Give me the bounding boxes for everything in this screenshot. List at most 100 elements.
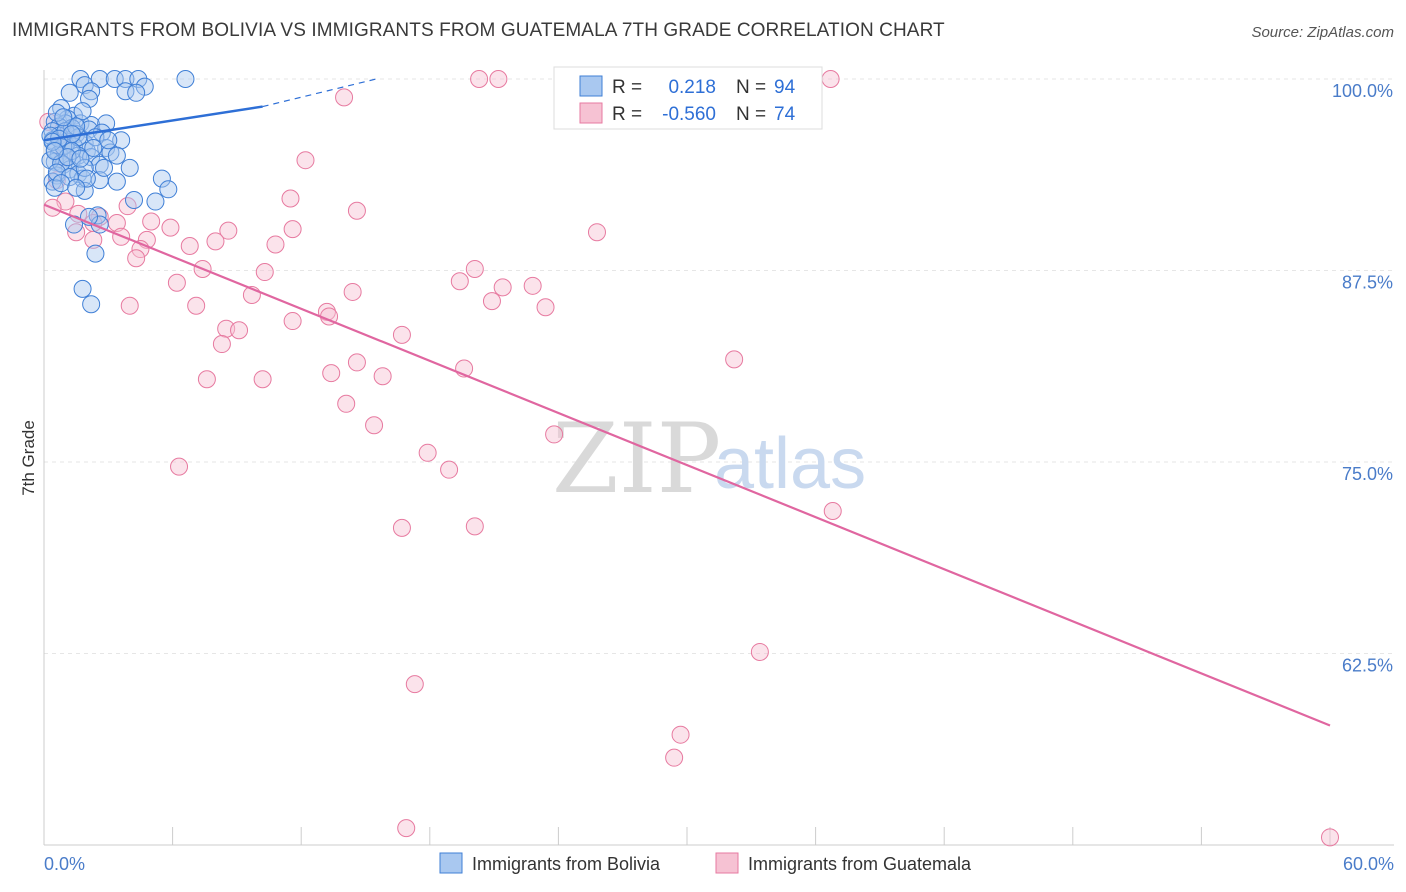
- bolivia-point: [95, 158, 114, 177]
- legend-n-label-bolivia: N =: [736, 77, 766, 98]
- x-ticks: [43, 827, 1331, 845]
- bolivia-point: [146, 192, 165, 211]
- guatemala-point: [335, 88, 354, 107]
- bolivia-point: [120, 158, 139, 177]
- legend: R = 0.218 N = 94 R = -0.560 N = 74: [553, 66, 823, 130]
- bottom-legend-guatemala: Immigrants from Guatemala: [748, 854, 972, 874]
- guatemala-point: [67, 223, 86, 242]
- y-tick-label: 62.5%: [1342, 656, 1393, 676]
- guatemala-point: [465, 259, 484, 278]
- legend-r-value-guatemala: -0.560: [662, 104, 716, 125]
- guatemala-point: [283, 312, 302, 331]
- guatemala-point: [365, 416, 384, 435]
- watermark-atlas: atlas: [714, 424, 866, 504]
- guatemala-point: [750, 642, 769, 661]
- source-label: Source: ZipAtlas.com: [1251, 24, 1394, 41]
- guatemala-point: [493, 278, 512, 297]
- bottom-legend-swatch-bolivia: [439, 852, 463, 874]
- y-axis-title: 7th Grade: [19, 420, 38, 496]
- bolivia-point: [107, 146, 126, 165]
- guatemala-point: [823, 502, 842, 521]
- guatemala-point: [266, 235, 285, 254]
- guatemala-point: [1321, 828, 1339, 847]
- guatemala-point: [587, 223, 606, 242]
- guatemala-point: [523, 276, 542, 295]
- guatemala-point: [120, 296, 139, 315]
- guatemala-point: [206, 232, 225, 251]
- bolivia-point: [152, 169, 171, 188]
- bolivia-point: [125, 191, 144, 210]
- guatemala-point: [470, 70, 489, 88]
- guatemala-point: [281, 189, 300, 208]
- guatemala-point: [322, 364, 341, 383]
- guatemala-point: [161, 218, 180, 237]
- legend-swatch-bolivia: [579, 75, 603, 97]
- bolivia-point: [129, 70, 148, 88]
- guatemala-point: [142, 212, 161, 231]
- guatemala-point: [465, 517, 484, 536]
- guatemala-point: [343, 282, 362, 301]
- y-tick-labels: 62.5% 75.0% 87.5% 100.0%: [1332, 81, 1393, 676]
- guatemala-point: [392, 518, 411, 537]
- guatemala-point: [397, 819, 416, 838]
- guatemala-point: [482, 292, 501, 311]
- bolivia-point: [127, 83, 146, 102]
- guatemala-point: [821, 70, 840, 88]
- bottom-legend: Immigrants from Bolivia Immigrants from …: [439, 852, 972, 874]
- y-tick-label: 75.0%: [1342, 464, 1393, 484]
- bolivia-point: [159, 180, 178, 199]
- guatemala-point: [450, 272, 469, 291]
- guatemala-point: [127, 249, 146, 268]
- bolivia-point: [73, 102, 92, 121]
- bolivia-point: [67, 178, 86, 197]
- bolivia-point: [60, 83, 79, 102]
- guatemala-point: [347, 353, 366, 372]
- guatemala-point: [187, 296, 206, 315]
- guatemala-point: [440, 460, 459, 479]
- bolivia-point: [52, 174, 71, 193]
- y-tick-label: 100.0%: [1332, 81, 1393, 101]
- bolivia-point: [107, 172, 126, 191]
- guatemala-point: [405, 675, 424, 694]
- guatemala-point: [253, 370, 272, 389]
- bolivia-point: [86, 244, 105, 263]
- guatemala-point: [84, 230, 103, 249]
- guatemala-point: [219, 221, 238, 240]
- bolivia-point: [99, 131, 118, 150]
- guatemala-point: [489, 70, 508, 88]
- bottom-legend-bolivia: Immigrants from Bolivia: [472, 854, 661, 874]
- bottom-legend-swatch-guatemala: [715, 852, 739, 874]
- guatemala-point: [347, 201, 366, 220]
- legend-n-label-guatemala: N =: [736, 104, 766, 125]
- bolivia-point: [82, 82, 101, 101]
- legend-swatch-guatemala: [579, 102, 603, 124]
- bolivia-point: [84, 138, 103, 157]
- legend-r-value-bolivia: 0.218: [668, 77, 716, 98]
- y-tick-label: 87.5%: [1342, 273, 1393, 293]
- x-tick-label-min: 0.0%: [44, 854, 85, 874]
- bolivia-trend-line: [43, 105, 263, 142]
- guatemala-point: [418, 443, 437, 462]
- bolivia-point: [54, 108, 73, 127]
- bolivia-point: [47, 103, 66, 122]
- guatemala-point: [180, 236, 199, 255]
- guatemala-point: [212, 335, 231, 354]
- guatemala-point: [373, 367, 392, 386]
- guatemala-point: [671, 725, 690, 744]
- guatemala-point: [545, 425, 564, 444]
- guatemala-point: [296, 151, 315, 170]
- bolivia-point: [73, 279, 92, 298]
- bolivia-points: [41, 70, 195, 314]
- legend-r-label-guatemala: R =: [612, 104, 642, 125]
- bolivia-point: [75, 158, 94, 177]
- gridlines: [44, 78, 1394, 654]
- guatemala-point: [536, 298, 555, 317]
- bolivia-point: [116, 70, 135, 88]
- guatemala-point: [230, 321, 249, 340]
- legend-r-label-bolivia: R =: [612, 77, 642, 98]
- guatemala-point: [69, 204, 88, 223]
- guatemala-point: [197, 370, 216, 389]
- guatemala-point: [665, 748, 684, 767]
- chart-title: IMMIGRANTS FROM BOLIVIA VS IMMIGRANTS FR…: [12, 20, 945, 41]
